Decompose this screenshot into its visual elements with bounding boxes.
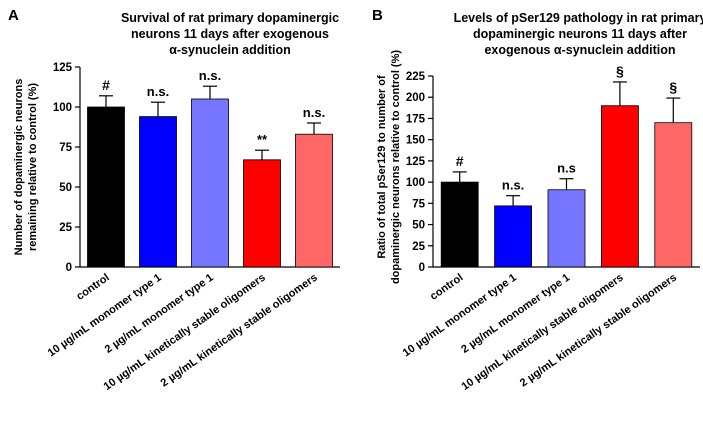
panel-a-x-tick-label: control [74,272,111,303]
panel-b-bar [440,181,479,268]
panel-b-label: B [372,7,383,24]
panel-b-significance-label: § [669,79,677,95]
panel-a-significance-label: ** [257,132,268,147]
panel-a-significance-label: # [102,77,110,93]
panel-a-title-line: Survival of rat primary dopaminergic [121,11,339,25]
panel-b-x-tick-label: control [428,272,465,303]
panel-a-y-tick-label: 50 [59,182,72,194]
panel-b-title-line: exogenous α-synuclein addition [484,43,675,57]
panel-b-significance-label: n.s [557,161,576,176]
panel-b-y-tick-label: 175 [406,113,426,125]
panel-a-label: A [8,7,19,24]
panel-b-title-line: dopaminergic neurons 11 days after [473,27,687,41]
panel-b-y-axis-label-line: dopaminergic neurons relative to control… [390,50,402,284]
panel-a-bar [295,133,333,268]
panel-a-title-line: α-synuclein addition [169,43,291,57]
panel-a-chart: A Survival of rat primary dopaminergic neu… [8,7,340,393]
panel-a-significance-label: n.s. [199,68,221,83]
panel-b-chart: B Levels of pSer129 pathology in rat prim… [372,7,703,393]
panel-b-bar [494,205,533,268]
panel-b-y-axis-label-line: Ratio of total pSer129 to number of [376,75,388,259]
panel-a-bar [139,116,177,268]
panel-b-significance-label: n.s. [502,178,524,193]
panel-b-bar [601,105,639,268]
panel-a-y-axis-label-line: Number of dopaminergic neurons [13,79,25,256]
panel-b-y-tick-label: 25 [412,241,425,253]
panel-a-y-axis-label-line: remaining relative to control (%) [27,83,39,251]
panel-a-significance-label: n.s. [303,105,325,120]
panel-b-y-tick-label: 200 [406,92,425,104]
panel-a-bar [243,159,281,268]
panel-b-bar [654,122,693,268]
panel-b-y-tick-label: 0 [419,262,425,274]
panel-b-significance-label: # [456,153,464,169]
panel-b-significance-label: § [616,63,624,79]
panel-b-y-tick-label: 150 [406,135,425,147]
panel-a-bar [191,98,229,268]
panel-b-y-tick-label: 100 [406,177,425,189]
panel-b-y-tick-label: 50 [412,220,425,232]
panel-b-y-tick-label: 75 [412,198,425,210]
panel-a-y-tick-label: 100 [53,102,72,114]
panel-b-title-line: Levels of pSer129 pathology in rat prima… [454,11,703,25]
panel-a-bar [87,106,125,268]
panel-b-y-axis-label: Ratio of total pSer129 to number of dopam… [376,50,402,284]
panel-a-y-tick-label: 75 [59,142,72,154]
panel-b-y-tick-label: 225 [406,71,426,83]
panel-a-y-tick-label: 125 [53,62,73,74]
panel-a-y-axis-label: Number of dopaminergic neurons remaining … [13,79,39,256]
panel-b-bar [547,189,586,268]
panel-a-y-tick-label: 0 [66,262,72,274]
panel-b-y-tick-label: 125 [406,156,426,168]
panel-a-significance-label: n.s. [147,84,169,99]
panel-a-title-line: neurons 11 days after exogenous [131,27,329,41]
panel-a-y-tick-label: 25 [59,222,72,234]
